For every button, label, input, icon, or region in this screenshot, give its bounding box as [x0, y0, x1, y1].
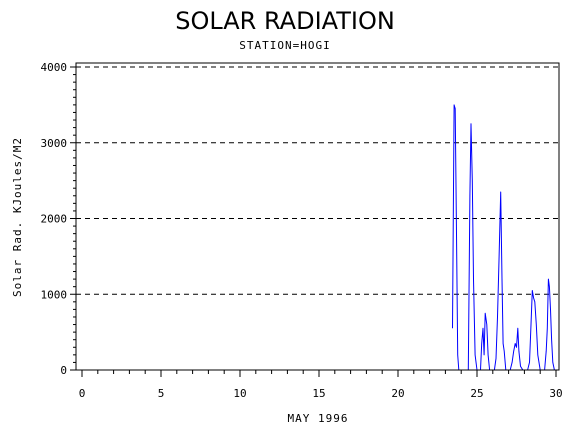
y-tick-label: 3000: [41, 137, 68, 150]
x-tick-label: 25: [470, 387, 483, 400]
y-axis-label: Solar Rad. KJoules/M2: [11, 137, 24, 297]
series-line: [452, 104, 556, 371]
x-tick-label: 0: [79, 387, 86, 400]
chart-subtitle: STATION=HOGI: [239, 39, 330, 52]
y-tick-label: 1000: [41, 288, 68, 301]
x-axis-label: MAY 1996: [288, 412, 349, 425]
y-tick-label: 4000: [41, 61, 68, 74]
x-tick-label: 15: [312, 387, 325, 400]
y-tick-label: 0: [60, 364, 67, 377]
y-tick-label: 2000: [41, 213, 68, 226]
x-axis: 0 5 10 15 20 25 30: [79, 370, 563, 400]
chart-title: SOLAR RADIATION: [175, 7, 395, 35]
x-tick-label: 5: [158, 387, 165, 400]
data-series: [452, 104, 556, 371]
x-tick-label: 10: [233, 387, 246, 400]
plot-frame: [75, 62, 560, 371]
x-tick-label: 20: [391, 387, 404, 400]
x-tick-label: 30: [549, 387, 562, 400]
y-axis: 0 1000 2000 3000 4000: [41, 61, 76, 377]
